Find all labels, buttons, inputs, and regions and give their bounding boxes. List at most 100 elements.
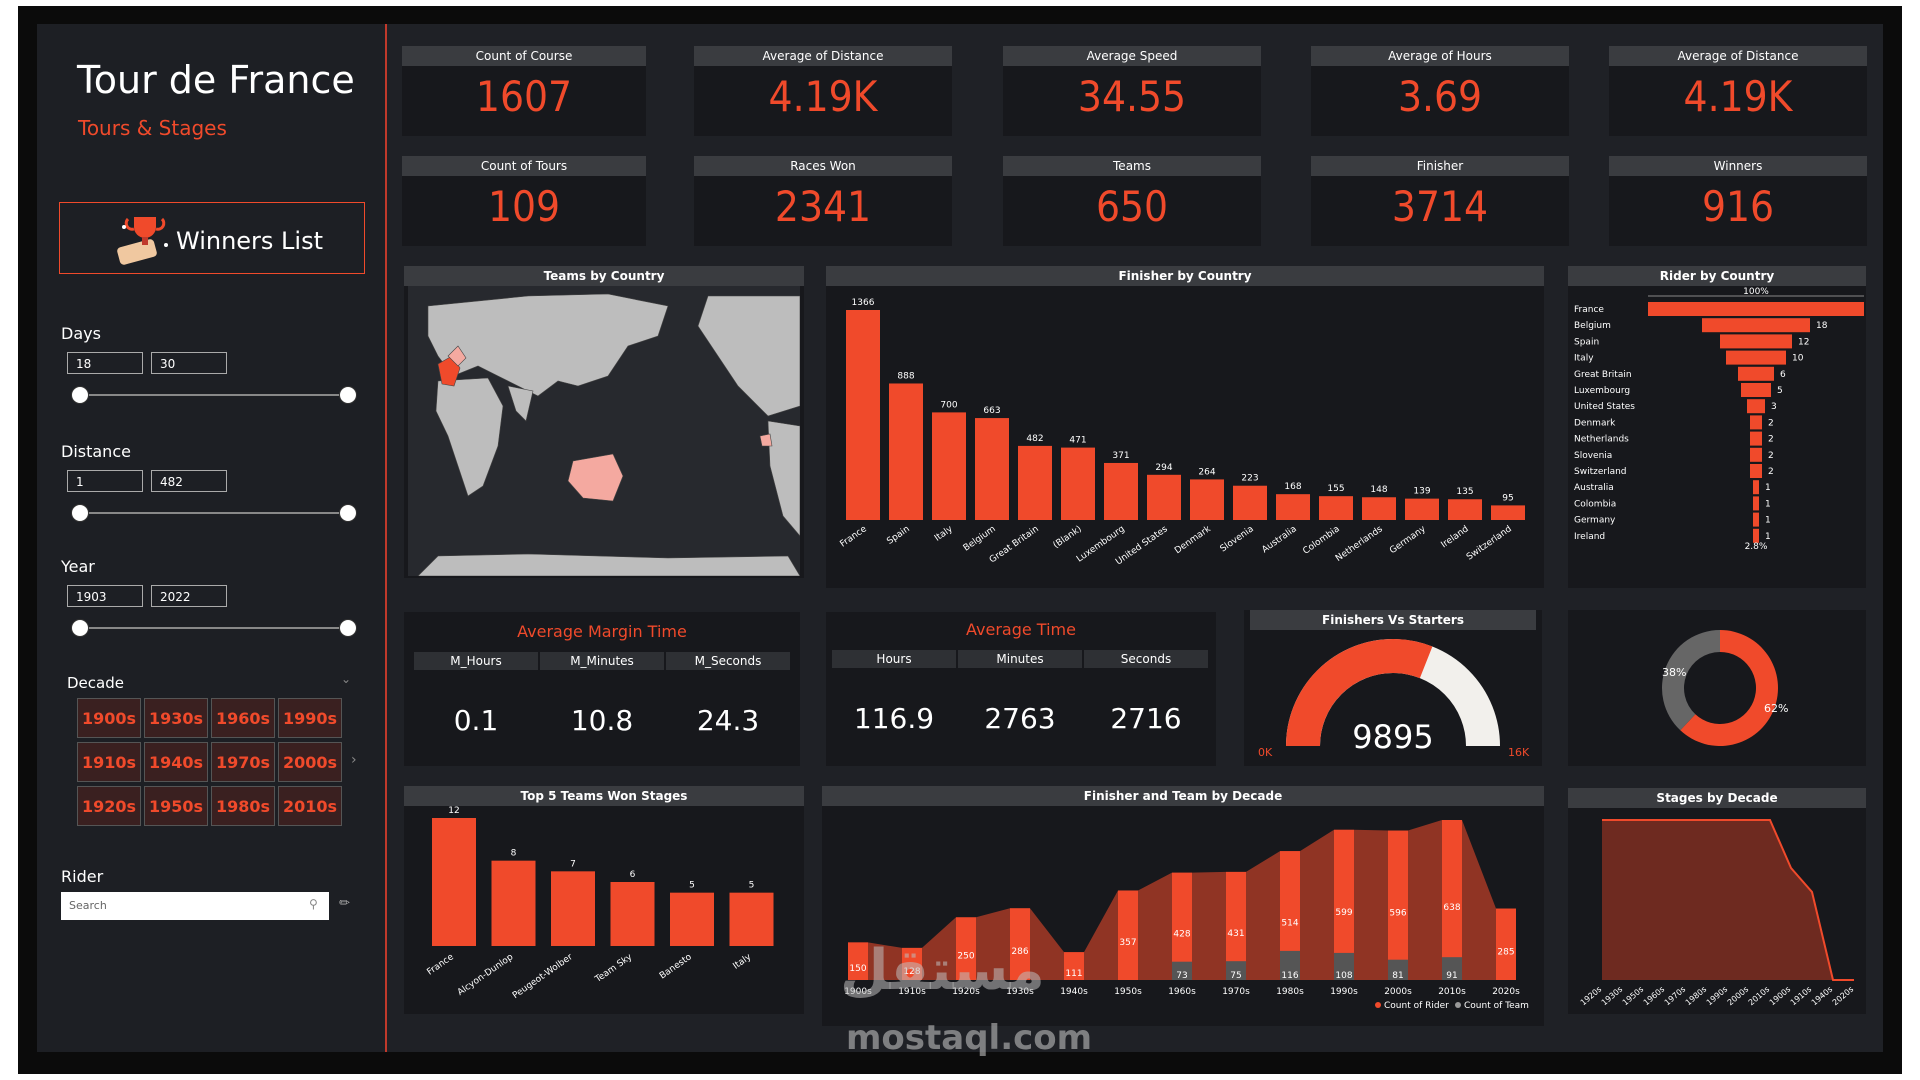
distance-max-input[interactable]: 482 <box>151 470 227 492</box>
decade-button[interactable]: 1990s <box>278 698 342 738</box>
finisher-bar[interactable] <box>1190 479 1224 520</box>
decade-button[interactable]: 1900s <box>77 698 141 738</box>
map-africa[interactable] <box>435 377 504 497</box>
funnel-bar[interactable] <box>1738 366 1774 381</box>
decade-rider-bar[interactable] <box>848 942 868 980</box>
funnel-bar[interactable] <box>1750 431 1762 446</box>
year-slider-track[interactable] <box>81 627 349 629</box>
decade-rider-bar[interactable] <box>1064 952 1084 980</box>
decade-button[interactable]: 2000s <box>278 742 342 782</box>
donut-slice-other[interactable] <box>1662 630 1720 731</box>
decade-button[interactable]: 1930s <box>144 698 208 738</box>
funnel-bar[interactable] <box>1753 480 1759 495</box>
decade-button[interactable]: 1950s <box>144 786 208 826</box>
decade-team-bar[interactable] <box>1226 961 1246 980</box>
decade-rider-bar[interactable] <box>1172 872 1192 980</box>
decade-rider-bar[interactable] <box>1442 820 1462 980</box>
map-north-america[interactable] <box>697 295 800 417</box>
finisher-bar[interactable] <box>1061 447 1095 520</box>
chevron-down-icon[interactable]: ⌄ <box>341 672 352 686</box>
distance-min-input[interactable]: 1 <box>67 470 143 492</box>
decade-button[interactable]: 1910s <box>77 742 141 782</box>
year-max-input[interactable]: 2022 <box>151 585 227 607</box>
decade-rider-bar[interactable] <box>1334 829 1354 980</box>
finisher-bar[interactable] <box>1104 462 1138 520</box>
top5-bar[interactable] <box>551 871 595 946</box>
funnel-bar[interactable] <box>1648 302 1864 316</box>
funnel-bar[interactable] <box>1750 415 1762 430</box>
decade-team-bar[interactable] <box>1172 961 1192 980</box>
decade-rider-bar[interactable] <box>1496 908 1516 980</box>
decade-team-bar[interactable] <box>1442 957 1462 980</box>
top5-bar[interactable] <box>491 860 536 946</box>
decade-rider-bar[interactable] <box>1226 871 1246 980</box>
funnel-bar[interactable] <box>1702 318 1810 333</box>
finisher-by-country-chart[interactable]: 1366 France 888 Spain 700 Italy 663 Belgium 482 G… <box>826 286 1544 586</box>
funnel-bar[interactable] <box>1720 334 1792 349</box>
finisher-bar[interactable] <box>1491 505 1525 520</box>
top5-bar[interactable] <box>729 892 774 946</box>
funnel-bar[interactable] <box>1747 399 1765 414</box>
decade-button[interactable]: 1940s <box>144 742 208 782</box>
search-icon[interactable]: ⚲ <box>309 897 318 911</box>
funnel-bar[interactable] <box>1750 447 1762 462</box>
top5-bar[interactable] <box>610 882 655 946</box>
finishers-vs-starters-gauge[interactable]: 9895 0K 16K <box>1244 630 1542 766</box>
finisher-bar[interactable] <box>1405 498 1439 520</box>
decade-rider-bar[interactable] <box>1010 908 1030 980</box>
finisher-bar[interactable] <box>1276 494 1310 520</box>
map-south-asia[interactable] <box>507 385 534 422</box>
finisher-bar[interactable] <box>1147 474 1181 520</box>
stages-by-decade-chart[interactable]: 1920s1930s1950s1960s1970s1980s1990s2000s… <box>1568 808 1866 1014</box>
finisher-bar[interactable] <box>846 310 880 520</box>
year-min-input[interactable]: 1903 <box>67 585 143 607</box>
donut-chart[interactable]: 62% 38% <box>1568 610 1866 766</box>
map-south-america[interactable] <box>767 420 800 537</box>
map-australia[interactable] <box>567 453 624 502</box>
distance-slider-track[interactable] <box>81 512 349 514</box>
decade-rider-bar[interactable] <box>1388 830 1408 980</box>
distance-slider-max-handle[interactable] <box>339 504 357 522</box>
donut-slice-finishers[interactable] <box>1680 630 1778 746</box>
finisher-bar[interactable] <box>1448 499 1482 520</box>
map-europe-north[interactable] <box>447 345 467 367</box>
funnel-bar[interactable] <box>1750 464 1762 478</box>
decade-team-bar[interactable] <box>1388 959 1408 980</box>
decade-button[interactable]: 1920s <box>77 786 141 826</box>
finisher-bar[interactable] <box>889 383 923 520</box>
days-slider-track[interactable] <box>81 394 349 396</box>
days-slider-min-handle[interactable] <box>71 386 89 404</box>
days-slider-max-handle[interactable] <box>339 386 357 404</box>
decade-rider-bar[interactable] <box>1118 890 1138 980</box>
year-slider-min-handle[interactable] <box>71 619 89 637</box>
distance-slider-min-handle[interactable] <box>71 504 89 522</box>
decade-button[interactable]: 2010s <box>278 786 342 826</box>
finisher-bar[interactable] <box>975 418 1009 520</box>
finisher-team-decade-chart[interactable]: 150 1900s 128 1910s 250 1920s 286 1930s 111 1940s… <box>822 806 1544 1026</box>
winners-list-button[interactable]: Winners List <box>59 202 365 274</box>
funnel-bar[interactable] <box>1741 383 1771 397</box>
eraser-icon[interactable]: ✏ <box>339 896 350 911</box>
top5-teams-chart[interactable]: 12 France 8 Alcyon-Dunlop 7 Peugeot-Wolber 6 Te… <box>404 806 804 1014</box>
rider-search-input[interactable]: Search ⚲ <box>61 892 329 920</box>
decade-button[interactable]: 1970s <box>211 742 275 782</box>
decade-button[interactable]: 1960s <box>211 698 275 738</box>
finisher-bar[interactable] <box>1233 485 1267 520</box>
map-colombia[interactable] <box>759 433 773 447</box>
days-max-input[interactable]: 30 <box>151 352 227 374</box>
finisher-bar[interactable] <box>932 412 966 520</box>
world-map[interactable] <box>408 286 800 576</box>
finisher-bar[interactable] <box>1018 445 1052 520</box>
finisher-bar[interactable] <box>1319 496 1353 520</box>
decade-rider-bar[interactable] <box>956 917 976 980</box>
days-min-input[interactable]: 18 <box>67 352 143 374</box>
top5-bar[interactable] <box>670 892 714 946</box>
funnel-bar[interactable] <box>1753 528 1759 543</box>
decade-rider-bar[interactable] <box>902 947 922 980</box>
decade-button[interactable]: 1980s <box>211 786 275 826</box>
stages-area[interactable] <box>1602 820 1854 980</box>
year-slider-max-handle[interactable] <box>339 619 357 637</box>
finisher-bar[interactable] <box>1362 497 1396 520</box>
funnel-bar[interactable] <box>1753 512 1759 527</box>
